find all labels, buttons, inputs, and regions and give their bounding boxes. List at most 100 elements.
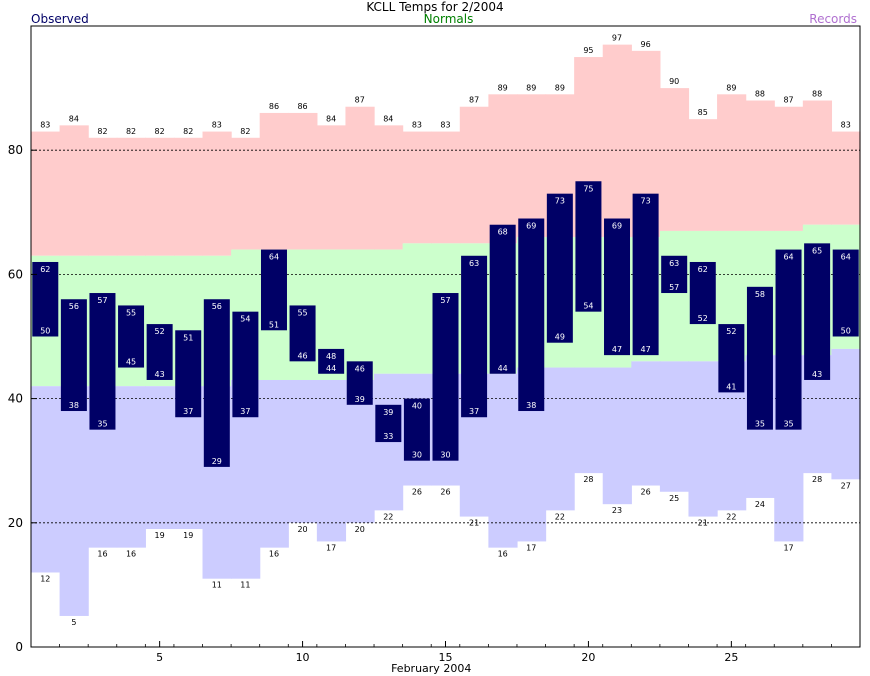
record-high-label: 83 (412, 121, 422, 130)
observed-low-label: 37 (183, 407, 193, 416)
record-high-label: 84 (69, 114, 79, 123)
record-high-label: 87 (469, 96, 479, 105)
observed-bar (689, 261, 716, 325)
record-high-band (231, 137, 261, 250)
record-high-label: 85 (698, 108, 708, 117)
observed-high-label: 64 (841, 253, 851, 262)
record-high-band (802, 100, 833, 225)
record-high-label: 82 (97, 127, 107, 136)
record-low-label: 22 (383, 512, 393, 521)
observed-high-label: 57 (440, 296, 450, 305)
record-low-label: 17 (526, 543, 536, 552)
record-low-label: 21 (469, 519, 479, 528)
record-low-band (316, 379, 347, 542)
observed-low-label: 35 (755, 420, 765, 429)
observed-bar (89, 293, 116, 430)
observed-low-label: 43 (155, 370, 165, 379)
observed-low-label: 46 (297, 351, 307, 360)
observed-low-label: 38 (69, 401, 79, 410)
observed-low-label: 30 (412, 451, 422, 460)
x-tick-label: 5 (156, 651, 163, 664)
observed-high-label: 62 (40, 265, 50, 274)
record-low-label: 16 (498, 550, 508, 559)
y-tick-label: 40 (8, 392, 23, 406)
record-high-label: 89 (498, 83, 508, 92)
record-high-band (316, 125, 347, 250)
record-low-label: 23 (612, 506, 622, 515)
observed-high-label: 64 (783, 253, 793, 262)
observed-low-label: 29 (212, 457, 222, 466)
observed-bar (632, 193, 659, 356)
observed-bar (775, 249, 802, 430)
record-high-band (717, 94, 747, 231)
record-high-label: 82 (155, 127, 165, 136)
record-high-band (488, 94, 518, 244)
record-high-label: 88 (812, 90, 822, 99)
record-low-band (288, 379, 318, 523)
record-low-label: 17 (326, 543, 336, 552)
observed-low-label: 30 (440, 451, 450, 460)
observed-high-label: 69 (526, 222, 536, 231)
observed-low-label: 35 (783, 420, 793, 429)
record-high-label: 82 (126, 127, 136, 136)
record-low-label: 24 (755, 500, 765, 509)
observed-high-label: 55 (297, 308, 307, 317)
record-low-label: 11 (240, 581, 250, 590)
record-high-label: 96 (641, 40, 651, 49)
observed-high-label: 63 (669, 259, 679, 268)
record-high-label: 88 (755, 90, 765, 99)
observed-low-label: 37 (469, 407, 479, 416)
observed-low-label: 44 (498, 364, 508, 373)
chart-title: KCLL Temps for 2/2004 (366, 0, 504, 14)
observed-low-label: 50 (841, 327, 851, 336)
record-low-label: 27 (841, 481, 851, 490)
observed-bar (232, 311, 259, 418)
observed-bar (546, 193, 573, 343)
record-low-band (688, 361, 718, 517)
record-low-label: 21 (698, 519, 708, 528)
observed-high-label: 57 (97, 296, 107, 305)
y-tick-label: 60 (8, 267, 23, 281)
observed-high-label: 39 (383, 408, 393, 417)
record-high-label: 82 (240, 127, 250, 136)
observed-bar (832, 249, 859, 337)
record-high-band (88, 137, 118, 256)
observed-high-label: 51 (183, 333, 193, 342)
record-high-band (459, 106, 489, 244)
record-low-band (545, 367, 575, 511)
observed-low-label: 38 (526, 401, 536, 410)
record-high-band (659, 88, 690, 231)
record-high-band (745, 100, 775, 231)
observed-high-label: 46 (355, 364, 365, 373)
record-high-band (688, 119, 718, 231)
observed-low-label: 51 (269, 320, 279, 329)
observed-low-label: 35 (97, 420, 107, 429)
observed-high-label: 63 (469, 259, 479, 268)
record-high-label: 89 (726, 83, 736, 92)
record-low-label: 16 (97, 550, 107, 559)
record-low-band (31, 386, 61, 573)
observed-bar (260, 249, 287, 331)
x-axis-label: February 2004 (391, 662, 471, 675)
observed-low-label: 45 (126, 358, 136, 367)
record-high-label: 86 (297, 102, 307, 111)
observed-low-label: 47 (641, 345, 651, 354)
record-high-label: 97 (612, 34, 622, 43)
record-low-band (831, 348, 861, 480)
record-high-label: 83 (40, 121, 50, 130)
record-low-label: 16 (269, 550, 279, 559)
record-low-label: 20 (297, 525, 307, 534)
observed-low-label: 47 (612, 345, 622, 354)
record-low-band (145, 386, 175, 530)
y-tick-label: 0 (15, 640, 23, 654)
observed-bar (289, 305, 316, 362)
normals-legend-label: Normals (423, 12, 474, 26)
record-low-band (259, 379, 289, 548)
record-low-label: 25 (669, 494, 679, 503)
observed-high-label: 73 (555, 197, 565, 206)
record-high-band (402, 131, 432, 244)
observed-low-label: 39 (355, 395, 365, 404)
records-legend-label: Records (809, 12, 857, 26)
observed-bar (746, 286, 773, 430)
observed-high-label: 55 (126, 308, 136, 317)
